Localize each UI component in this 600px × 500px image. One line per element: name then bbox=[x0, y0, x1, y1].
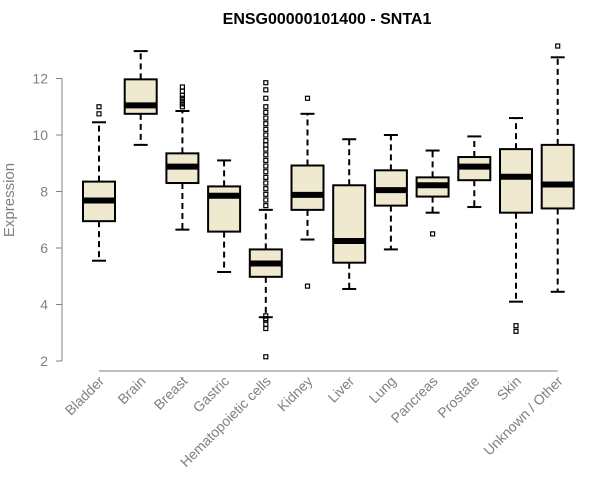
category-label-6: Liver bbox=[325, 373, 358, 406]
box-gastric bbox=[207, 159, 242, 274]
box-hematopoietic-cells bbox=[248, 80, 283, 360]
outlier-point bbox=[513, 323, 519, 329]
outlier-point bbox=[179, 95, 185, 101]
category-label-7: Lung bbox=[366, 373, 399, 406]
outlier-point bbox=[513, 328, 519, 334]
box-prostate bbox=[457, 135, 492, 209]
category-label-1: Brain bbox=[114, 373, 148, 407]
outlier-point bbox=[263, 109, 269, 116]
category-label-5: Kidney bbox=[274, 373, 316, 415]
outlier-point bbox=[555, 43, 561, 49]
outlier-point bbox=[263, 87, 269, 93]
outlier-point bbox=[263, 152, 269, 158]
boxes-group bbox=[82, 43, 575, 360]
category-label-2: Breast bbox=[151, 373, 191, 413]
y-tick-label-10: 10 bbox=[32, 127, 48, 143]
outlier-point bbox=[263, 186, 269, 192]
outlier-point bbox=[304, 95, 311, 101]
box-rect bbox=[540, 143, 575, 210]
outlier-point bbox=[263, 180, 269, 186]
axes: 2 4 6 8 10 12 bbox=[32, 71, 558, 372]
box-rect bbox=[123, 78, 158, 115]
outlier-point bbox=[263, 146, 269, 152]
category-label-9: Prostate bbox=[434, 373, 482, 421]
outlier-point bbox=[263, 157, 269, 164]
outlier-point bbox=[263, 191, 269, 197]
chart-title: ENSG00000101400 - SNTA1 bbox=[223, 11, 432, 28]
outlier-point bbox=[263, 132, 269, 138]
outlier-point bbox=[430, 231, 436, 237]
box-brain bbox=[123, 50, 158, 146]
outlier-point bbox=[263, 115, 269, 121]
box-skin bbox=[499, 117, 533, 334]
outlier-point bbox=[263, 126, 269, 132]
category-label-0: Bladder bbox=[62, 373, 108, 419]
outlier-point bbox=[263, 104, 269, 110]
box-bladder bbox=[82, 104, 116, 262]
outlier-point bbox=[263, 121, 269, 127]
box-pancreas bbox=[415, 149, 450, 237]
box-breast bbox=[165, 84, 200, 231]
box-rect bbox=[332, 184, 367, 264]
box-kidney bbox=[290, 95, 325, 289]
outlier-point bbox=[263, 313, 269, 319]
outlier-point bbox=[263, 203, 269, 209]
outlier-point bbox=[179, 98, 185, 104]
outlier-point bbox=[96, 104, 102, 110]
category-label-11: Unknown / Other bbox=[480, 373, 566, 459]
outlier-point bbox=[263, 138, 269, 144]
category-label-10: Skin bbox=[494, 373, 525, 404]
box-lung bbox=[373, 134, 408, 251]
box-rect bbox=[290, 164, 325, 211]
outlier-point bbox=[263, 95, 269, 101]
box-rect bbox=[499, 148, 533, 214]
outlier-point bbox=[263, 325, 269, 332]
box-unknown-other bbox=[540, 43, 575, 293]
outlier-point bbox=[96, 111, 102, 117]
box-liver bbox=[332, 138, 367, 290]
outlier-point bbox=[179, 92, 185, 99]
y-axis-label: Expression bbox=[1, 163, 18, 237]
outlier-point bbox=[304, 283, 311, 289]
outlier-point bbox=[263, 142, 269, 148]
outlier-point bbox=[263, 316, 269, 322]
outlier-point bbox=[263, 321, 269, 327]
outlier-point bbox=[263, 80, 269, 86]
outlier-point bbox=[263, 354, 269, 360]
y-tick-label-8: 8 bbox=[40, 184, 48, 200]
outlier-point bbox=[179, 101, 185, 107]
outlier-point bbox=[179, 88, 185, 94]
outlier-point bbox=[263, 197, 269, 203]
y-tick-label-4: 4 bbox=[40, 297, 48, 313]
y-tick-label-2: 2 bbox=[40, 353, 48, 369]
outlier-point bbox=[179, 84, 185, 90]
outlier-point bbox=[263, 169, 269, 175]
y-tick-label-6: 6 bbox=[40, 240, 48, 256]
outlier-point bbox=[263, 163, 269, 169]
outlier-point bbox=[179, 104, 185, 110]
outlier-point bbox=[263, 174, 269, 180]
y-tick-label-12: 12 bbox=[32, 71, 48, 87]
